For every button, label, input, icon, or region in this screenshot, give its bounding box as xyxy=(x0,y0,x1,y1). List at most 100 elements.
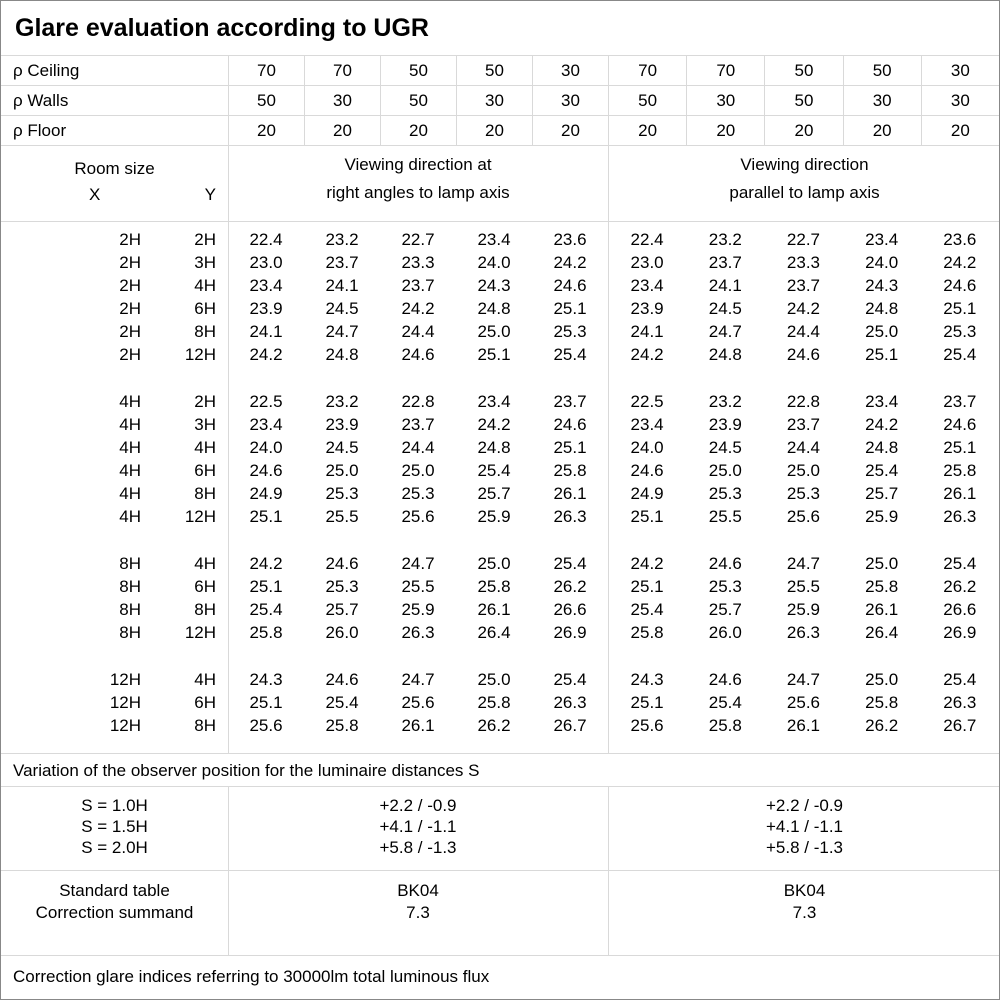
ugr-value: 25.4 xyxy=(630,600,664,619)
ugr-value: 23.2 xyxy=(708,230,742,249)
s-distance-label: S = 1.0H xyxy=(81,796,148,815)
ugr-value: 26.7 xyxy=(943,716,977,735)
ugr-value: 25.8 xyxy=(325,716,359,735)
ugr-value: 24.7 xyxy=(708,322,742,341)
ugr-value: 25.8 xyxy=(708,716,742,735)
reflectance-value: 20 xyxy=(304,116,380,145)
ugr-value: 26.2 xyxy=(865,716,899,735)
ugr-value: 25.4 xyxy=(943,670,977,689)
ugr-value: 25.6 xyxy=(401,693,435,712)
ugr-value: 25.1 xyxy=(630,507,664,526)
ugr-value: 23.7 xyxy=(401,415,435,434)
ugr-value: 25.7 xyxy=(325,600,359,619)
ugr-value: 24.2 xyxy=(786,299,821,318)
ugr-value: 24.8 xyxy=(865,438,899,457)
room-y-value: 8H xyxy=(194,484,216,503)
standard-table-value: BK04 xyxy=(783,881,826,900)
room-y-value: 2H xyxy=(194,230,216,249)
ugr-value: 24.3 xyxy=(477,276,511,295)
ugr-value: 24.8 xyxy=(325,345,359,364)
divider xyxy=(228,871,229,955)
reflectance-value: 50 xyxy=(456,56,532,85)
ugr-value: 26.1 xyxy=(786,716,821,735)
summary-section: Standard table Correction summand BK04 7… xyxy=(1,871,999,956)
ugr-value: 24.7 xyxy=(401,670,435,689)
ugr-value: 25.1 xyxy=(865,345,899,364)
ugr-value: 25.5 xyxy=(325,507,359,526)
room-x-value: 4H xyxy=(119,461,141,480)
reflectance-label: ρ Walls xyxy=(13,91,69,110)
ugr-table-row: 4H 2H 22.5 23.2 22.8 23.4 23.7 22.5 23.2… xyxy=(1,390,999,413)
ugr-table-row: 4H 4H 24.0 24.5 24.4 24.8 25.1 24.0 24.5… xyxy=(1,436,999,459)
ugr-value: 25.1 xyxy=(249,693,283,712)
room-y-value: 8H xyxy=(194,322,216,341)
s-correction-right: +2.2 / -0.9 +4.1 / -1.1 +5.8 / -1.3 xyxy=(608,795,999,870)
ugr-table-row: 2H 12H 24.2 24.8 24.6 25.1 25.4 24.2 24.… xyxy=(1,343,999,366)
ugr-value: 22.8 xyxy=(401,392,435,411)
ugr-value: 24.4 xyxy=(786,438,821,457)
ugr-value: 25.0 xyxy=(477,554,511,573)
observer-variation-section: S = 1.0H S = 1.5H S = 2.0H +2.2 / -0.9 +4.1… xyxy=(1,787,999,871)
ugr-value: 24.4 xyxy=(401,438,435,457)
ugr-value: 23.7 xyxy=(325,253,359,272)
ugr-value: 25.0 xyxy=(477,670,511,689)
ugr-value: 23.4 xyxy=(865,392,899,411)
reflectance-row: ρ Ceiling 70 70 50 50 30 70 70 50 50 30 xyxy=(1,56,999,86)
ugr-table-row: 8H 12H 25.8 26.0 26.3 26.4 26.9 25.8 26.… xyxy=(1,621,999,644)
ugr-value: 23.0 xyxy=(249,253,283,272)
ugr-value: 25.0 xyxy=(865,322,899,341)
ugr-value: 25.8 xyxy=(630,623,664,642)
room-x-value: 2H xyxy=(119,276,141,295)
ugr-value: 25.1 xyxy=(553,299,587,318)
ugr-value: 24.2 xyxy=(553,253,587,272)
ugr-value: 23.9 xyxy=(249,299,283,318)
ugr-table-row: 2H 6H 23.9 24.5 24.2 24.8 25.1 23.9 24.5… xyxy=(1,297,999,320)
ugr-value: 24.3 xyxy=(249,670,283,689)
reflectance-value: 20 xyxy=(380,116,456,145)
ugr-value: 23.7 xyxy=(786,276,821,295)
room-x-value: 2H xyxy=(119,230,141,249)
ugr-value: 24.7 xyxy=(325,322,359,341)
room-x-value: 4H xyxy=(119,415,141,434)
ugr-values-section: 2H 2H 22.4 23.2 22.7 23.4 23.6 22.4 23.2… xyxy=(1,222,999,753)
ugr-value: 25.0 xyxy=(325,461,359,480)
ugr-value: 25.4 xyxy=(865,461,899,480)
summary-labels: Standard table Correction summand xyxy=(1,880,228,955)
ugr-value: 24.9 xyxy=(630,484,664,503)
ugr-value: 24.1 xyxy=(630,322,664,341)
reflectance-value: 20 xyxy=(532,116,608,145)
ugr-value: 25.5 xyxy=(401,577,435,596)
reflectance-value: 50 xyxy=(764,86,842,115)
reflectance-value: 50 xyxy=(608,86,686,115)
ugr-value: 24.6 xyxy=(786,345,821,364)
ugr-value: 25.1 xyxy=(249,507,283,526)
ugr-value: 25.3 xyxy=(325,577,359,596)
ugr-value: 24.4 xyxy=(401,322,435,341)
ugr-value: 26.3 xyxy=(553,693,587,712)
ugr-table-row: 4H 6H 24.6 25.0 25.0 25.4 25.8 24.6 25.0… xyxy=(1,459,999,482)
ugr-table-row: 12H 4H 24.3 24.6 24.7 25.0 25.4 24.3 24.… xyxy=(1,668,999,691)
ugr-value: 25.0 xyxy=(865,670,899,689)
room-y-value: 6H xyxy=(194,299,216,318)
ugr-value: 23.2 xyxy=(325,230,359,249)
reflectance-value: 20 xyxy=(608,116,686,145)
reflectance-value: 70 xyxy=(686,56,764,85)
ugr-value: 26.4 xyxy=(477,623,511,642)
ugr-value: 25.0 xyxy=(865,554,899,573)
ugr-value: 24.7 xyxy=(786,670,821,689)
ugr-value: 24.6 xyxy=(708,554,742,573)
ugr-value: 24.0 xyxy=(630,438,664,457)
room-size-label: Room size xyxy=(74,159,155,178)
ugr-value: 26.3 xyxy=(943,693,977,712)
ugr-value: 25.6 xyxy=(630,716,664,735)
ugr-table-row: 8H 6H 25.1 25.3 25.5 25.8 26.2 25.1 25.3… xyxy=(1,575,999,598)
ugr-value: 23.2 xyxy=(708,392,742,411)
reflectance-value: 20 xyxy=(456,116,532,145)
ugr-value: 25.6 xyxy=(786,507,821,526)
room-y-value: 4H xyxy=(194,276,216,295)
ugr-value: 25.9 xyxy=(865,507,899,526)
ugr-value: 23.4 xyxy=(249,415,283,434)
ugr-value: 24.5 xyxy=(708,438,742,457)
ugr-value: 23.6 xyxy=(943,230,977,249)
ugr-value: 25.8 xyxy=(249,623,283,642)
